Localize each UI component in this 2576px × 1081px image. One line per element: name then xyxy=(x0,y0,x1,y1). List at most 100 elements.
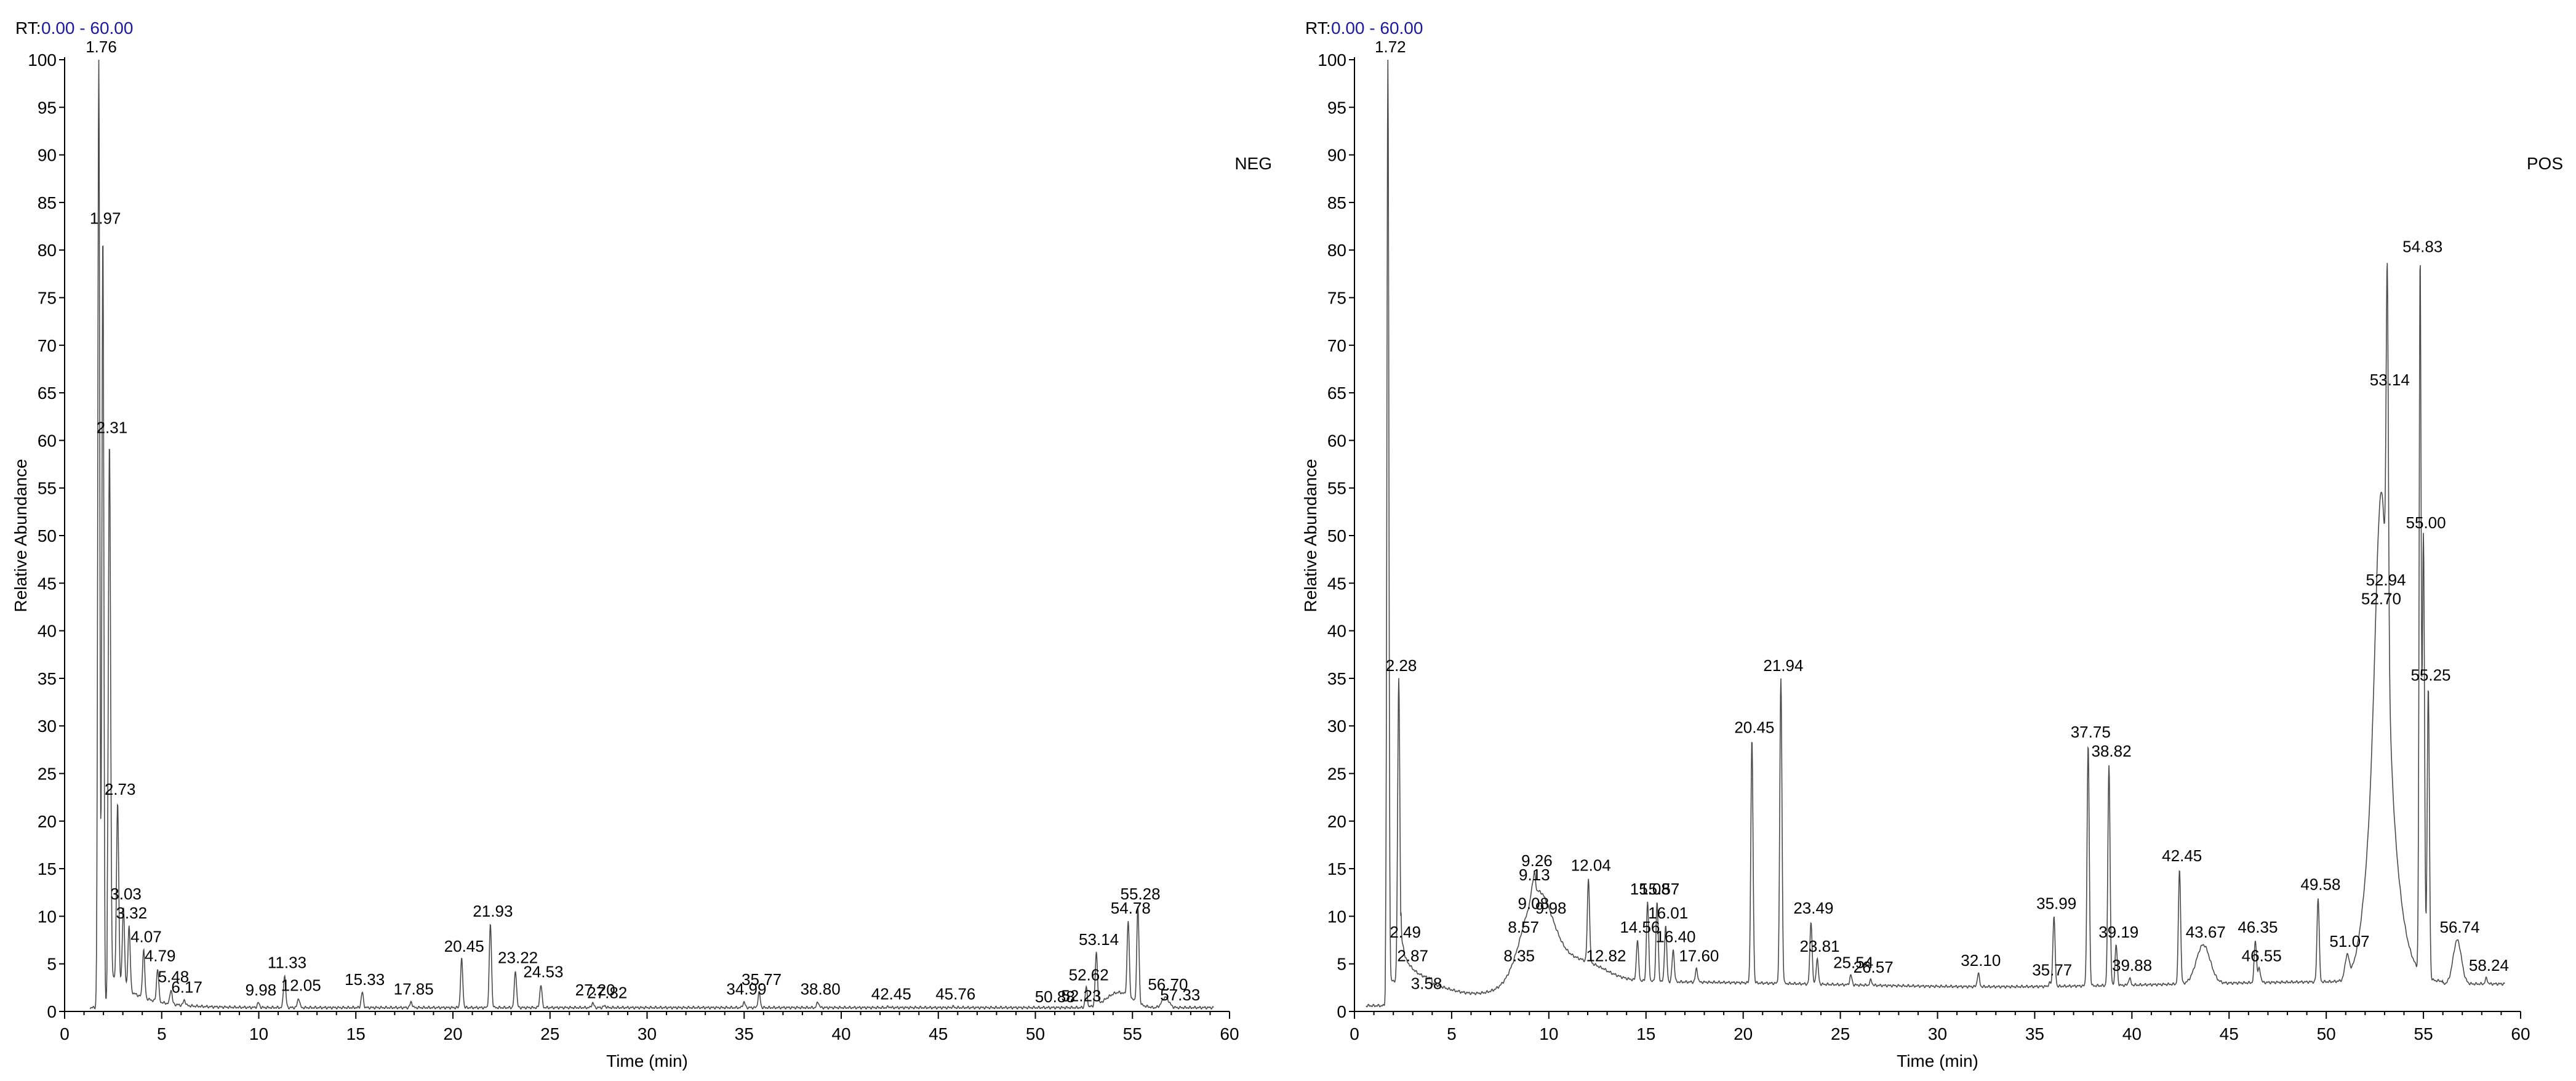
peak-label: 16.40 xyxy=(1655,928,1695,946)
peak-label: 12.05 xyxy=(281,976,321,994)
peak-label: 32.10 xyxy=(1961,951,2001,970)
y-tick-label: 15 xyxy=(38,859,57,878)
peak-label: 52.70 xyxy=(2361,590,2401,608)
y-tick-label: 55 xyxy=(1327,479,1346,498)
peak-label: 38.80 xyxy=(801,980,841,999)
x-tick-label: 45 xyxy=(2220,1024,2239,1043)
peak-label: 26.57 xyxy=(1854,958,1894,976)
peak-label: 56.74 xyxy=(2439,918,2479,936)
y-tick-label: 90 xyxy=(38,146,57,165)
peak-label: 54.78 xyxy=(1111,899,1151,917)
y-tick-label: 20 xyxy=(1327,812,1346,831)
x-axis-title: Time (min) xyxy=(606,1051,688,1071)
peak-label: 15.57 xyxy=(1639,880,1679,898)
peak-label: 43.67 xyxy=(2186,923,2226,941)
peak-label: 46.35 xyxy=(2238,918,2278,936)
peak-label: 56.70 xyxy=(1148,975,1188,994)
mode-label: NEG xyxy=(1234,154,1272,173)
peak-label: 3.03 xyxy=(110,885,142,903)
chromatogram-pos-panel: 0510152025303540455055606570758085909510… xyxy=(1301,18,2563,1071)
peak-label: 16.01 xyxy=(1648,904,1688,922)
peak-label: 3.58 xyxy=(1411,974,1442,992)
x-tick-label: 60 xyxy=(2511,1024,2530,1043)
y-tick-label: 55 xyxy=(38,479,57,498)
y-tick-label: 70 xyxy=(38,336,57,355)
y-tick-label: 90 xyxy=(1327,146,1346,165)
y-tick-label: 10 xyxy=(1327,907,1346,926)
peak-label: 53.14 xyxy=(1079,930,1119,949)
peak-label: 17.60 xyxy=(1679,946,1719,965)
peak-label: 37.75 xyxy=(2071,723,2111,741)
chromatogram-trace xyxy=(89,59,1214,1010)
y-tick-label: 100 xyxy=(28,50,57,70)
y-tick-label: 5 xyxy=(1337,955,1346,974)
x-tick-label: 25 xyxy=(540,1024,559,1043)
y-tick-label: 5 xyxy=(47,955,57,974)
peak-label: 51.07 xyxy=(2329,932,2369,950)
y-tick-label: 20 xyxy=(38,812,57,831)
chromatogram-trace xyxy=(1366,59,2505,1008)
y-tick-label: 80 xyxy=(1327,241,1346,260)
y-tick-label: 35 xyxy=(38,669,57,688)
peak-label: 9.98 xyxy=(1535,899,1567,917)
mode-label: POS xyxy=(2527,154,2563,173)
peak-label: 53.14 xyxy=(2370,371,2410,389)
peak-label: 27.20 xyxy=(575,981,615,999)
y-tick-label: 95 xyxy=(1327,98,1346,117)
y-tick-label: 45 xyxy=(1327,574,1346,593)
peak-label: 52.94 xyxy=(2366,571,2406,589)
peak-label: 45.76 xyxy=(935,984,975,1003)
peak-label: 6.17 xyxy=(171,978,202,996)
peak-label: 9.26 xyxy=(1521,851,1553,870)
y-tick-label: 30 xyxy=(38,717,57,736)
rt-label: RT: xyxy=(1305,18,1331,38)
y-tick-label: 65 xyxy=(38,384,57,403)
x-tick-label: 20 xyxy=(443,1024,462,1043)
rt-range: 0.00 - 60.00 xyxy=(1331,18,1423,38)
peak-label: 4.79 xyxy=(145,946,176,965)
peak-label: 9.13 xyxy=(1519,866,1550,884)
peak-label: 8.35 xyxy=(1503,946,1535,965)
peak-label: 9.98 xyxy=(246,981,277,999)
y-tick-label: 80 xyxy=(38,241,57,260)
peak-label: 20.45 xyxy=(444,937,484,955)
peak-label: 35.77 xyxy=(2032,961,2072,979)
y-tick-label: 95 xyxy=(38,98,57,117)
y-tick-label: 50 xyxy=(38,526,57,545)
x-tick-label: 15 xyxy=(1636,1024,1655,1043)
y-tick-label: 65 xyxy=(1327,384,1346,403)
x-tick-label: 40 xyxy=(2122,1024,2142,1043)
peak-label: 2.49 xyxy=(1390,923,1421,941)
peak-label: 1.76 xyxy=(86,38,117,56)
y-tick-label: 25 xyxy=(38,765,57,784)
y-tick-label: 85 xyxy=(38,193,57,212)
peak-label: 55.00 xyxy=(2406,513,2446,532)
peak-label: 46.55 xyxy=(2242,946,2282,965)
x-tick-label: 0 xyxy=(1350,1024,1359,1043)
y-tick-label: 45 xyxy=(38,574,57,593)
x-tick-label: 10 xyxy=(249,1024,268,1043)
peak-label: 34.99 xyxy=(726,980,766,999)
peak-label: 52.62 xyxy=(1069,965,1109,984)
y-tick-label: 25 xyxy=(1327,765,1346,784)
peak-label: 24.53 xyxy=(523,963,563,981)
peak-label: 21.93 xyxy=(473,902,513,920)
y-tick-label: 0 xyxy=(1337,1002,1346,1021)
peak-label: 1.97 xyxy=(90,209,121,227)
x-tick-label: 20 xyxy=(1734,1024,1753,1043)
x-tick-label: 5 xyxy=(1447,1024,1457,1043)
peak-label: 14.56 xyxy=(1620,918,1660,936)
y-tick-label: 35 xyxy=(1327,669,1346,688)
peak-label: 2.31 xyxy=(97,418,128,436)
y-tick-label: 0 xyxy=(47,1002,57,1021)
y-tick-label: 10 xyxy=(38,907,57,926)
peak-label: 39.19 xyxy=(2098,923,2138,941)
y-tick-label: 60 xyxy=(38,431,57,450)
x-tick-label: 30 xyxy=(1928,1024,1947,1043)
peak-label: 15.08 xyxy=(1630,880,1670,898)
peak-label: 58.24 xyxy=(2469,956,2509,975)
peak-label: 55.25 xyxy=(2410,665,2450,684)
peak-label: 17.85 xyxy=(394,980,434,999)
y-tick-label: 15 xyxy=(1327,859,1346,878)
